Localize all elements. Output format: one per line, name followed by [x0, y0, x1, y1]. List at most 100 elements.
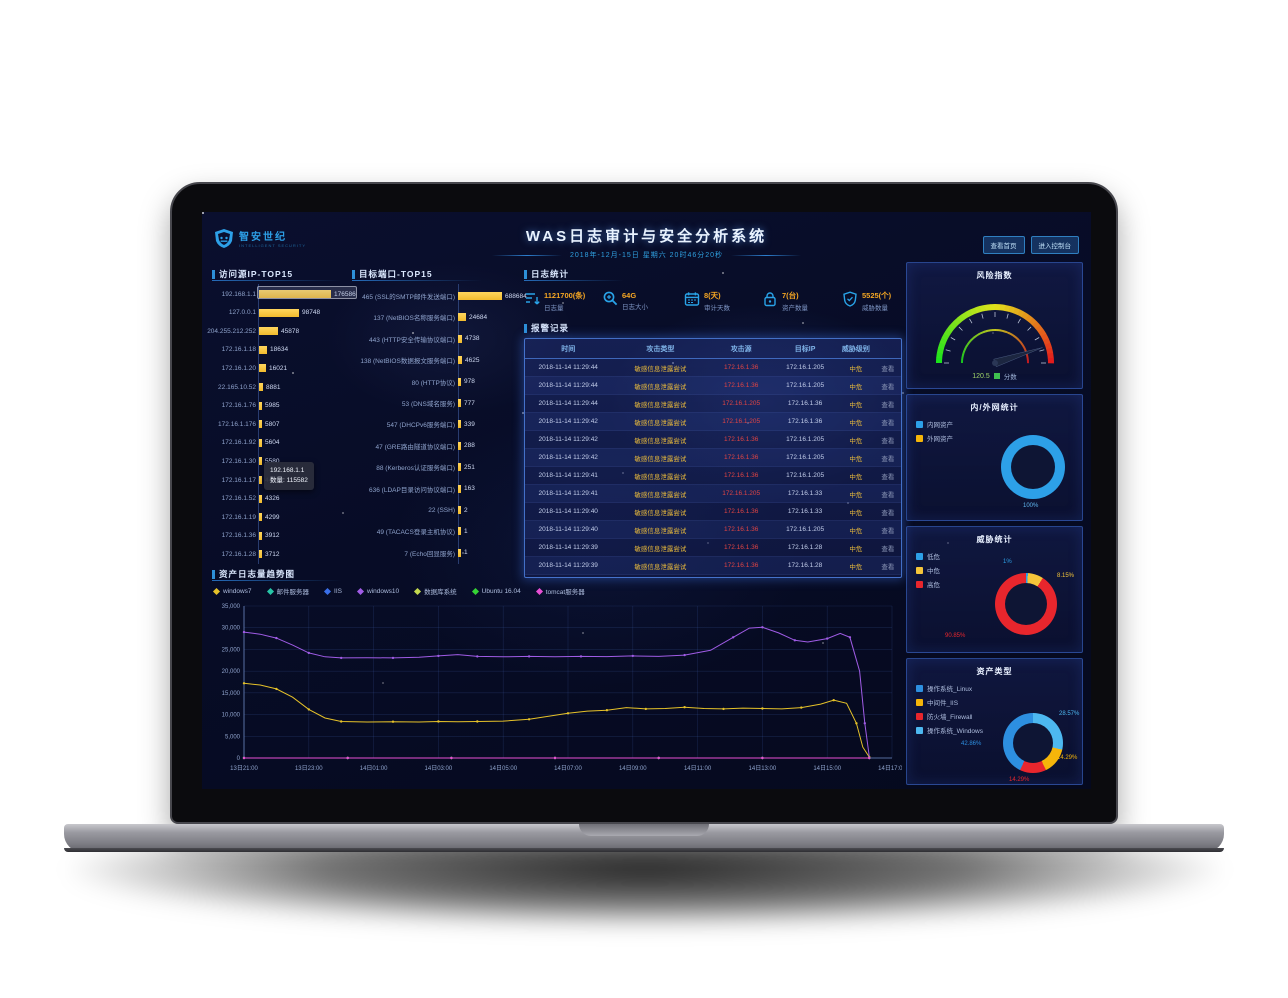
bar-row[interactable]: 465 (SSL的SMTP邮件发送端口) 688684 — [302, 288, 527, 304]
legend-item[interactable]: 邮件服务器 — [266, 586, 309, 596]
bar[interactable] — [458, 527, 461, 536]
view-link[interactable]: 查看 — [874, 484, 901, 503]
bar[interactable] — [259, 438, 262, 447]
view-link[interactable]: 查看 — [874, 394, 901, 413]
bar-row[interactable]: 172.16.1.36 3912 — [206, 528, 279, 544]
alert-row[interactable]: 2018-11-14 11:29:44 敏感信息泄露尝试 172.16.1.205 1… — [525, 394, 901, 413]
bar-row[interactable]: 127.0.0.1 98748 — [206, 305, 320, 321]
bar[interactable] — [259, 531, 262, 540]
legend-item[interactable]: 防火墙_Firewall — [916, 711, 983, 721]
alert-row[interactable]: 2018-11-14 11:29:44 敏感信息泄露尝试 172.16.1.36 17… — [525, 376, 901, 395]
legend-item[interactable]: 数据库系统 — [414, 586, 457, 596]
legend-item[interactable]: windows7 — [212, 586, 252, 596]
view-link[interactable]: 查看 — [874, 358, 901, 377]
bar[interactable] — [458, 292, 502, 300]
alert-row[interactable]: 2018-11-14 11:29:40 敏感信息泄露尝试 172.16.1.36 17… — [525, 520, 901, 539]
view-link[interactable]: 查看 — [874, 448, 901, 467]
bar[interactable] — [458, 356, 462, 365]
threat-donut-chart[interactable] — [995, 573, 1057, 635]
bar[interactable] — [259, 513, 262, 522]
alert-row[interactable]: 2018-11-14 11:29:42 敏感信息泄露尝试 172.16.1.36 17… — [525, 448, 901, 467]
legend-item[interactable]: 高危 — [916, 579, 940, 589]
alert-row[interactable]: 2018-11-14 11:29:39 敏感信息泄露尝试 172.16.1.36 17… — [525, 556, 901, 575]
alert-row[interactable]: 2018-11-14 11:29:41 敏感信息泄露尝试 172.16.1.205 1… — [525, 484, 901, 503]
view-link[interactable]: 查看 — [874, 538, 901, 557]
legend-item[interactable]: Ubuntu 16.04 — [471, 586, 521, 596]
bar[interactable] — [259, 420, 262, 429]
bar[interactable] — [458, 377, 461, 386]
bar-row[interactable]: 172.16.1.52 4326 — [206, 491, 279, 507]
alert-row[interactable]: 2018-11-14 11:29:39 敏感信息泄露尝试 172.16.1.36 17… — [525, 538, 901, 557]
bar[interactable] — [458, 334, 462, 343]
alert-row[interactable]: 2018-11-14 11:29:41 敏感信息泄露尝试 172.16.1.36 17… — [525, 466, 901, 485]
bar-row[interactable]: 47 (GRE路由隧道协议端口) 288 — [302, 438, 475, 454]
view-link[interactable]: 查看 — [874, 412, 901, 431]
alert-row[interactable]: 2018-11-14 11:29:44 敏感信息泄露尝试 172.16.1.36 17… — [525, 358, 901, 377]
bar[interactable] — [458, 420, 461, 429]
bar-row[interactable]: 138 (NetBIOS数据报文服务端口) 4625 — [302, 352, 479, 368]
bar-row[interactable]: 7 (Echo回显服务) 1 — [302, 545, 468, 561]
alert-row[interactable]: 2018-11-14 11:29:42 敏感信息泄露尝试 172.16.1.36 17… — [525, 430, 901, 449]
bar-row[interactable]: 172.16.1.76 5985 — [206, 398, 279, 414]
bar-row[interactable]: 204.255.212.252 45878 — [206, 323, 299, 339]
bar[interactable] — [259, 383, 263, 391]
trend-line-chart[interactable]: 0 5,000 10,000 15,000 20,000 25,000 30,000 35,0… — [210, 600, 902, 786]
legend-item[interactable]: IIS — [324, 586, 342, 596]
bar[interactable] — [259, 457, 262, 466]
bar-row[interactable]: 172.16.1.19 4299 — [206, 509, 279, 525]
legend-item[interactable]: 内网资产 — [916, 419, 953, 429]
view-link[interactable]: 查看 — [874, 376, 901, 395]
bar[interactable] — [458, 441, 461, 450]
asset-donut-chart[interactable] — [1003, 713, 1063, 773]
bar[interactable] — [259, 364, 266, 373]
bar[interactable] — [458, 548, 461, 557]
console-button[interactable]: 进入控制台 — [1030, 236, 1079, 254]
legend-item[interactable]: 操作系统_Linux — [916, 683, 983, 693]
view-link[interactable]: 查看 — [874, 556, 901, 575]
bar-row[interactable]: 636 (LDAP目录访问协议端口) 163 — [302, 481, 475, 497]
bar-row[interactable]: 443 (HTTP安全传输协议端口) 4738 — [302, 331, 479, 347]
bar-row[interactable]: 53 (DNS域名服务) 777 — [302, 395, 475, 411]
legend-item[interactable]: 低危 — [916, 551, 940, 561]
bar-row[interactable]: 22.165.10.52 8881 — [206, 379, 280, 395]
bar-row[interactable]: 547 (DHCPv6服务端口) 339 — [302, 416, 475, 432]
legend-item[interactable]: 中危 — [916, 565, 940, 575]
view-link[interactable]: 查看 — [874, 466, 901, 485]
bar-row[interactable]: 172.16.1.20 16021 — [206, 360, 287, 376]
bar-row[interactable]: 172.16.1.30 5580 — [206, 453, 279, 469]
bar-row[interactable]: 137 (NetBIOS名称服务端口) 24684 — [302, 309, 487, 325]
legend-item[interactable]: tomcat服务器 — [535, 586, 585, 596]
bar[interactable] — [458, 484, 461, 493]
alert-row[interactable]: 2018-11-14 11:29:42 敏感信息泄露尝试 172.16.1.205 1… — [525, 412, 901, 431]
bar[interactable] — [259, 345, 267, 354]
bar[interactable] — [458, 399, 461, 407]
bar-row[interactable]: 172.16.1.176 5807 — [206, 416, 279, 432]
bar-row[interactable]: 88 (Kerberos认证服务端口) 251 — [302, 459, 475, 475]
bar[interactable] — [259, 401, 262, 410]
bar-row[interactable]: 172.16.1.18 18634 — [206, 342, 288, 358]
home-button[interactable]: 查看首页 — [982, 236, 1025, 254]
bar[interactable] — [458, 313, 466, 322]
legend-item[interactable]: 外网资产 — [916, 433, 953, 443]
network-donut-chart[interactable] — [1001, 435, 1065, 499]
bar[interactable] — [259, 550, 262, 559]
bar[interactable] — [259, 290, 331, 298]
bar-row[interactable]: 172.16.1.92 5604 — [206, 435, 279, 451]
legend-item[interactable]: 中间件_IIS — [916, 697, 983, 707]
alert-row[interactable]: 2018-11-14 11:29:40 敏感信息泄露尝试 172.16.1.36 17… — [525, 502, 901, 521]
view-link[interactable]: 查看 — [874, 520, 901, 539]
bar-row[interactable]: 172.16.1.28 3712 — [206, 546, 279, 562]
bar[interactable] — [259, 476, 262, 484]
legend-item[interactable]: 操作系统_Windows — [916, 725, 983, 735]
bar[interactable] — [259, 327, 278, 336]
bar[interactable] — [259, 494, 262, 503]
legend-item[interactable]: windows10 — [356, 586, 399, 596]
bar-row[interactable]: 80 (HTTP协议) 978 — [302, 374, 475, 390]
bar[interactable] — [458, 506, 461, 514]
view-link[interactable]: 查看 — [874, 502, 901, 521]
bar-row[interactable]: 192.168.1.1 176586 — [206, 286, 356, 302]
bar-row[interactable]: 22 (SSH) 2 — [302, 502, 468, 518]
bar[interactable] — [458, 463, 461, 472]
bar[interactable] — [259, 308, 299, 317]
view-link[interactable]: 查看 — [874, 430, 901, 449]
